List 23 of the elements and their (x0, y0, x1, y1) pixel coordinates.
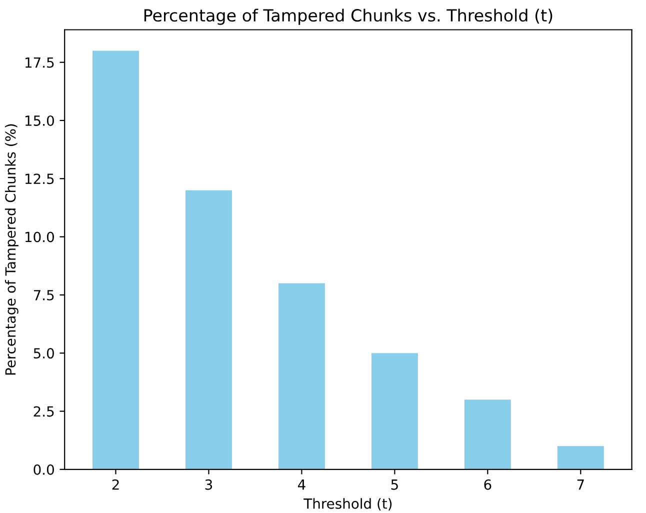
x-tick-label: 7 (577, 480, 584, 490)
y-tick-label: 5.0 (34, 348, 54, 359)
y-tick-label: 0.0 (34, 464, 54, 475)
y-tick-label: 10.0 (25, 232, 54, 242)
x-tick-label: 2 (112, 479, 119, 490)
x-axis-title: Threshold (t) (304, 498, 392, 510)
y-tick-label: 12.5 (25, 174, 54, 184)
y-tick-label: 7.5 (34, 290, 54, 300)
bar (464, 400, 511, 470)
bar (92, 50, 139, 470)
bar (185, 190, 232, 470)
x-tick-label: 6 (484, 479, 492, 490)
bar (371, 353, 418, 470)
y-tick-label: 15.0 (25, 115, 54, 126)
x-tick-label: 3 (205, 479, 212, 490)
bar (557, 446, 604, 470)
x-tick-label: 5 (391, 480, 398, 490)
y-axis-title: Percentage of Tampered Chunks (%) (4, 124, 18, 375)
y-tick-label: 2.5 (34, 406, 54, 417)
bar (278, 283, 325, 470)
chart-title: Percentage of Tampered Chunks vs. Threshold (t) (144, 8, 552, 25)
y-tick-label: 17.5 (25, 57, 54, 68)
x-tick-label: 4 (298, 480, 306, 490)
